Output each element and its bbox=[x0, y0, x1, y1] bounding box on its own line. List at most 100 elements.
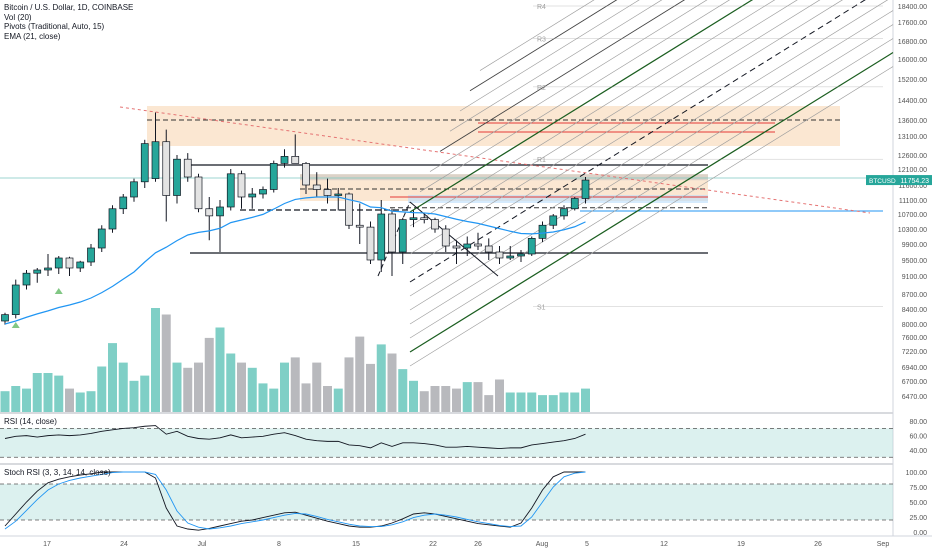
candle bbox=[388, 208, 396, 276]
volume-bar bbox=[129, 380, 139, 412]
time-tick-label: 19 bbox=[737, 541, 745, 548]
rsi-line bbox=[4, 425, 586, 450]
candle bbox=[441, 225, 450, 252]
candle-body bbox=[280, 156, 289, 164]
price-tick-label: 7220.00 bbox=[902, 349, 927, 356]
volume-bar bbox=[247, 367, 257, 412]
candle-body bbox=[65, 257, 74, 269]
candle bbox=[377, 200, 386, 272]
candle-body bbox=[517, 253, 525, 257]
candle bbox=[420, 214, 429, 224]
time-tick-label: 22 bbox=[429, 541, 437, 548]
volume-bar bbox=[226, 353, 236, 412]
volume-bar bbox=[280, 362, 289, 412]
candle bbox=[549, 214, 558, 229]
pivot-label: S1 bbox=[537, 305, 546, 312]
price-tick-label: 9500.00 bbox=[902, 258, 927, 265]
pivot-marker bbox=[54, 288, 63, 294]
candle-body bbox=[226, 173, 235, 208]
candle bbox=[226, 169, 235, 211]
volume-bar bbox=[419, 391, 429, 412]
pitchfork-line bbox=[449, 0, 663, 132]
candle bbox=[527, 236, 536, 256]
volume-bar bbox=[538, 395, 547, 412]
candle-body bbox=[538, 224, 547, 239]
volume-bar bbox=[505, 392, 515, 412]
price-tick-label: 14400.00 bbox=[898, 98, 927, 105]
candle bbox=[65, 256, 74, 276]
volume-bar bbox=[54, 375, 64, 412]
candle bbox=[162, 129, 171, 222]
time-tick-label: 26 bbox=[474, 541, 482, 548]
price-tick-label: 12100.00 bbox=[898, 167, 927, 174]
volume-bar bbox=[204, 337, 214, 412]
candle-body bbox=[151, 141, 160, 179]
pivot-label: R3 bbox=[537, 37, 546, 44]
price-tick-label: 8700.00 bbox=[902, 292, 927, 299]
pitchfork-line bbox=[409, 0, 866, 283]
volume-bar bbox=[11, 386, 21, 412]
candle bbox=[409, 210, 418, 228]
volume-bar bbox=[108, 343, 117, 412]
time-tick-label: Aug bbox=[536, 541, 549, 548]
volume-bar bbox=[22, 388, 31, 412]
price-tick-label: 18400.00 bbox=[898, 4, 927, 11]
stoch-tick-label: 25.00 bbox=[909, 515, 927, 522]
candle-body bbox=[33, 269, 42, 274]
candle-body bbox=[560, 208, 568, 217]
time-tick-label: 12 bbox=[660, 541, 668, 548]
price-tick-label: 11100.00 bbox=[899, 198, 927, 205]
volume-bar bbox=[570, 392, 580, 412]
candle-body bbox=[97, 228, 106, 249]
stoch-tick-label: 100.00 bbox=[906, 470, 928, 477]
volume-bar bbox=[484, 395, 494, 412]
candle-body bbox=[495, 251, 504, 259]
pitchfork-line bbox=[409, 10, 894, 311]
volume-bar bbox=[430, 386, 440, 412]
candle bbox=[44, 254, 52, 276]
candle-body bbox=[527, 238, 536, 255]
candle bbox=[302, 162, 310, 194]
price-tick-label: 8000.00 bbox=[902, 322, 927, 329]
last-price-tag bbox=[866, 175, 932, 186]
time-tick-label: 5 bbox=[585, 541, 589, 548]
volume-bar bbox=[312, 362, 322, 412]
volume-bar bbox=[215, 327, 225, 412]
candle-body bbox=[248, 193, 257, 198]
price-tick-label: 13600.00 bbox=[898, 118, 927, 125]
volume-bar bbox=[323, 386, 332, 412]
volume-bar bbox=[269, 388, 279, 412]
price-tick-label: 6700.00 bbox=[902, 379, 927, 386]
rsi-band-fill bbox=[0, 428, 893, 458]
candle-body bbox=[398, 219, 407, 253]
candle bbox=[484, 238, 493, 260]
rsi-tick-label: 40.00 bbox=[909, 448, 927, 455]
candle-body bbox=[108, 208, 117, 230]
price-tick-label: 17600.00 bbox=[898, 20, 927, 27]
candle-body bbox=[581, 179, 590, 199]
volume-bar bbox=[462, 382, 472, 412]
candle-body bbox=[452, 245, 461, 249]
candle bbox=[22, 270, 31, 290]
pivots-legend: Pivots (Traditional, Auto, 15) bbox=[4, 22, 105, 31]
stoch-legend: Stoch RSI (3, 3, 14, 14, close) bbox=[4, 468, 111, 478]
candle bbox=[130, 178, 138, 202]
volume-bar bbox=[581, 388, 590, 412]
stoch-line bbox=[4, 471, 586, 531]
ema-line bbox=[4, 196, 586, 325]
volume-bar bbox=[527, 392, 537, 412]
stoch-tick-label: 75.00 bbox=[909, 485, 927, 492]
candle-body bbox=[441, 228, 450, 247]
pitchfork-line bbox=[429, 0, 708, 172]
candle bbox=[119, 194, 128, 214]
candle-body bbox=[409, 217, 418, 220]
candle-body bbox=[570, 198, 579, 210]
volume-bar bbox=[183, 367, 193, 412]
pitchfork-line bbox=[459, 0, 640, 112]
stoch-band-fill bbox=[0, 484, 893, 520]
volume-bar bbox=[344, 357, 354, 412]
volume-bar bbox=[473, 382, 483, 412]
candle-body bbox=[1, 314, 9, 322]
last-price-symbol: BTCUSD bbox=[869, 178, 896, 185]
